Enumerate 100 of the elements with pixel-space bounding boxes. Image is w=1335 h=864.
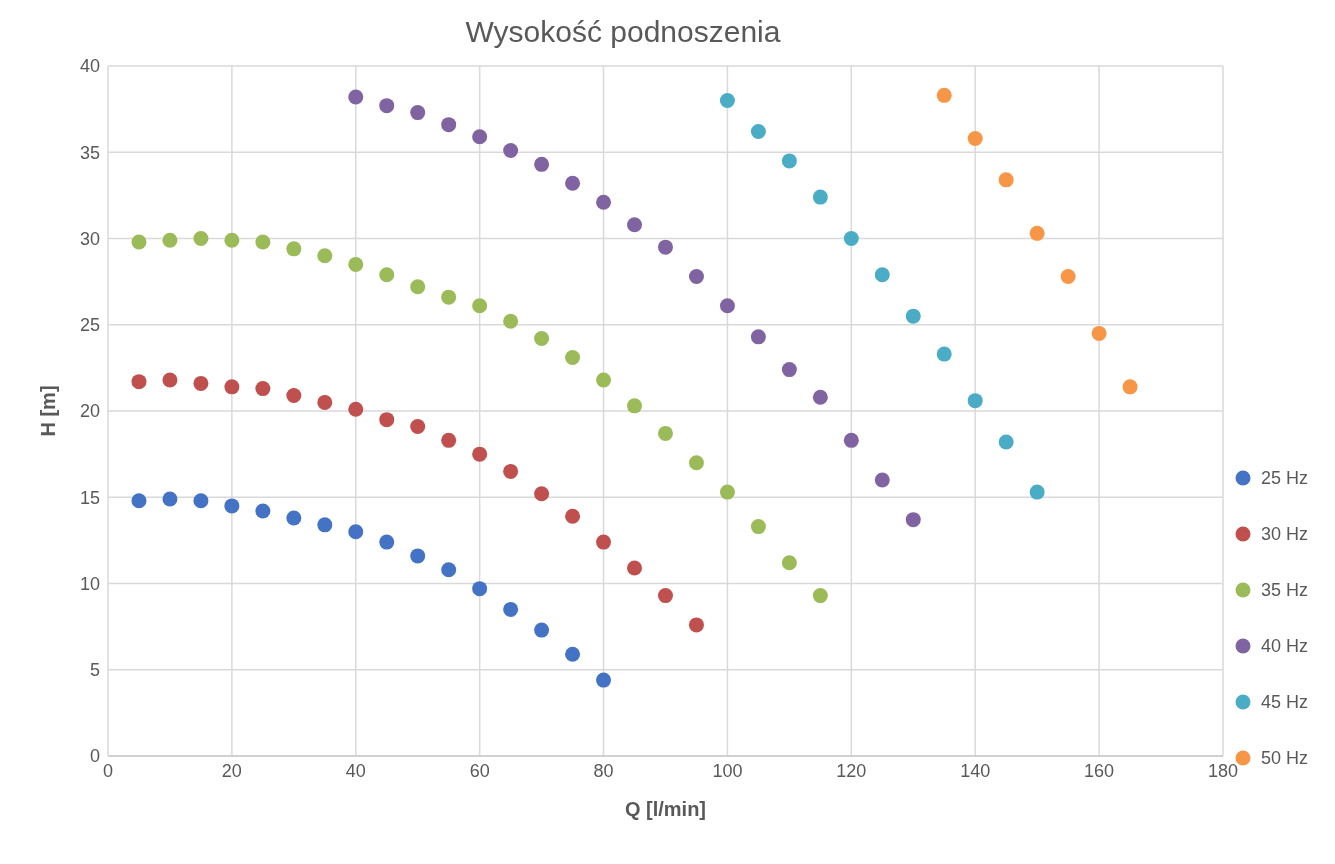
point [534,622,550,638]
point [131,234,147,250]
point [905,308,921,324]
point [719,93,735,108]
point [657,425,673,441]
y-tick-label: 0 [89,746,100,767]
x-tick-label: 160 [1084,760,1115,781]
point [472,298,488,314]
point [812,189,828,205]
point [936,346,952,362]
legend-label: 25 Hz [1260,467,1308,489]
point [812,588,828,604]
point [379,98,395,114]
point [317,394,333,410]
point [565,508,581,524]
point [162,232,178,248]
point [998,172,1014,188]
point [534,486,550,502]
point [998,434,1014,450]
point [441,432,457,448]
point [967,393,983,409]
point [193,231,209,246]
point [441,562,457,578]
point [565,646,581,662]
point [224,232,240,248]
point [781,555,797,571]
x-tick-label: 0 [102,760,114,781]
point [410,419,426,435]
point [193,493,209,509]
point [503,463,519,479]
y-tick-label: 5 [89,660,100,681]
point [627,398,643,414]
point [534,156,550,172]
point [472,129,488,145]
point [874,472,890,488]
point [503,601,519,617]
point [781,153,797,169]
point [162,372,178,388]
point [379,267,395,283]
point [1060,268,1076,284]
legend-label: 30 Hz [1260,523,1308,545]
y-tick-label: 10 [79,573,100,594]
y-tick-label: 30 [79,228,100,249]
point [410,548,426,564]
point [286,241,302,257]
legend-label: 35 Hz [1260,579,1308,601]
point [348,256,364,272]
point [379,412,395,428]
point [719,298,735,314]
point [596,672,612,688]
point [224,379,240,395]
point [905,512,921,528]
y-tick-label: 40 [79,56,100,77]
point [627,560,643,576]
point [224,498,240,514]
y-axis-title: H [m] [37,385,60,437]
point [348,89,364,105]
point [1122,379,1138,395]
point [688,268,704,284]
x-tick-label: 120 [836,760,867,781]
point [657,588,673,604]
point [843,231,859,246]
x-tick-label: 60 [469,760,490,781]
point [410,279,426,295]
point [286,510,302,526]
x-tick-label: 100 [712,760,743,781]
point [131,374,147,390]
point [688,455,704,471]
point [719,484,735,500]
point [843,432,859,448]
point [131,493,147,509]
legend-label: 45 Hz [1260,691,1308,713]
chart-title: Wysokość podnoszenia [464,14,782,50]
legend-label: 40 Hz [1260,635,1308,657]
point [812,389,828,405]
x-tick-label: 20 [221,760,242,781]
point [657,239,673,255]
point [596,194,612,210]
point [410,105,426,121]
point [286,387,302,403]
point [565,175,581,191]
point [750,519,766,535]
point [193,375,209,391]
point [534,331,550,347]
point [472,446,488,462]
point [503,313,519,329]
point [627,217,643,233]
point [348,524,364,540]
point [441,117,457,133]
point [472,581,488,597]
point [255,381,271,397]
x-axis-title: Q [l/min] [624,798,707,820]
point [781,362,797,378]
x-tick-label: 80 [593,760,614,781]
point [1029,225,1045,241]
x-tick-label: 180 [1207,760,1238,781]
point [565,350,581,366]
point [348,401,364,417]
point [162,491,178,507]
point [750,329,766,345]
